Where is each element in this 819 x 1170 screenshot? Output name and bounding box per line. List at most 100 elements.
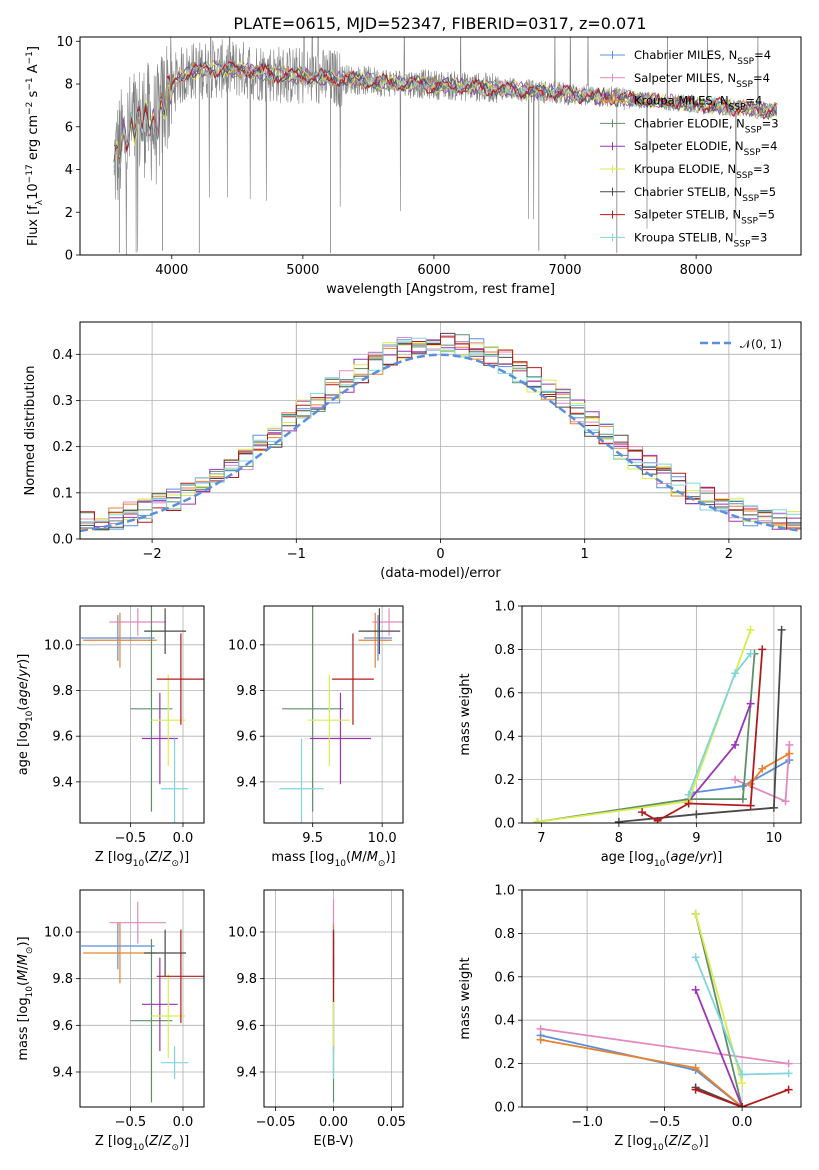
plot-area xyxy=(81,606,204,823)
x-tick-label: 8 xyxy=(615,831,623,846)
errorbar-1 xyxy=(81,615,155,661)
x-tick-label: 0.05 xyxy=(377,1115,406,1130)
y-tick-label: 9.8 xyxy=(52,684,73,699)
model-spectrum-7 xyxy=(113,60,777,163)
x-tick-label: 0 xyxy=(436,547,444,562)
weight-point xyxy=(781,797,790,806)
x-tick-label: −1 xyxy=(287,547,306,562)
y-tick-label: 8 xyxy=(65,78,73,93)
y-tick-label: 0.8 xyxy=(494,643,515,658)
y-tick-label: 0 xyxy=(65,249,73,264)
mass-weight-vs-age-panel: 7 8 9 10 0.0 0.2 0.4 0.6 0.8 1.0 age [log10(age/yr… xyxy=(458,600,802,869)
histogram-9 xyxy=(80,337,801,523)
weight-point xyxy=(731,669,740,678)
errorbar-4 xyxy=(130,606,173,812)
weight-point xyxy=(684,799,693,808)
model-spectrum-9 xyxy=(113,59,777,170)
weight-point xyxy=(638,808,647,817)
x-tick-label: 0.0 xyxy=(732,1115,753,1130)
x-tick-label: −2 xyxy=(143,547,162,562)
axes-frame xyxy=(521,889,802,1108)
y-tick-label: 0.2 xyxy=(494,1057,515,1072)
weight-point xyxy=(691,1085,700,1094)
y-tick-label: 9.4 xyxy=(236,775,257,790)
plot-area xyxy=(533,625,794,823)
y-tick-label: 0.3 xyxy=(52,394,73,409)
age-vs-mass-panel: 9.5 10.0 9.4 9.6 9.8 10.0 mass [log10(M/M⊙)] xyxy=(228,605,404,869)
x-axis-label: (data-model)/error xyxy=(380,566,501,581)
x-tick-label: 1 xyxy=(581,547,589,562)
weight-point xyxy=(777,625,786,634)
y-tick-label: 9.6 xyxy=(52,730,73,745)
weight-point xyxy=(784,1085,793,1094)
weight-point xyxy=(746,699,755,708)
legend-label: Kroupa ELODIE, NSSP=3 xyxy=(634,162,770,181)
y-tick-label: 9.6 xyxy=(236,1019,257,1034)
weight-point xyxy=(536,1035,545,1044)
weight-line-4 xyxy=(537,653,756,823)
spectrum-legend: Chabrier MILES, NSSP=4 Salpeter MILES, NS… xyxy=(600,48,779,249)
y-tick-label: 9.8 xyxy=(236,972,257,987)
figure-title: PLATE=0615, MJD=52347, FIBERID=0317, z=0… xyxy=(233,14,646,33)
x-tick-label: 0.0 xyxy=(173,1115,194,1130)
grid xyxy=(80,322,801,540)
y-tick-label: 4 xyxy=(65,163,73,178)
plot-area xyxy=(80,332,801,533)
y-tick-label: 9.8 xyxy=(52,972,73,987)
x-axis-label: Z [log10(Z/Z⊙)] xyxy=(95,850,189,869)
errorbar-8 xyxy=(332,633,374,725)
x-tick-label: 8000 xyxy=(680,263,713,278)
y-tick-label: 0.4 xyxy=(494,1014,515,1029)
y-tick-label: 10 xyxy=(56,35,73,50)
x-axis-label: E(B-V) xyxy=(313,1134,353,1149)
x-tick-label: −1.0 xyxy=(571,1115,603,1130)
weight-point xyxy=(746,625,755,634)
weight-point xyxy=(738,795,747,804)
errorbar-8 xyxy=(156,929,204,1023)
y-tick-label: 6 xyxy=(65,120,73,135)
y-tick-label: 0.0 xyxy=(494,817,515,832)
weight-line-2 xyxy=(540,1028,789,1065)
x-tick-label: 0.0 xyxy=(173,831,194,846)
y-tick-label: 10.0 xyxy=(228,926,257,941)
y-tick-label: 0.0 xyxy=(494,1101,515,1116)
weight-line-3 xyxy=(540,1038,743,1107)
plot-area xyxy=(279,606,403,823)
x-tick-label: −0.05 xyxy=(256,1115,296,1130)
errorbar-2 xyxy=(109,608,167,636)
y-tick-label: 0.1 xyxy=(52,486,73,501)
gaussian-curve xyxy=(80,353,801,533)
y-tick-label: 1.0 xyxy=(494,884,515,899)
weight-point xyxy=(692,810,701,819)
y-tick-label: 0.8 xyxy=(494,927,515,942)
axes-frame xyxy=(79,605,205,824)
weight-line-6 xyxy=(537,629,752,823)
weight-point xyxy=(731,775,740,784)
observed-spectrum xyxy=(113,37,778,255)
weight-point xyxy=(653,816,662,823)
errorbar-5 xyxy=(142,692,178,785)
model-spectrum-5 xyxy=(113,60,777,169)
legend-label: Salpeter MILES, NSSP=4 xyxy=(634,71,770,90)
plot-area xyxy=(113,37,778,255)
errorbar-8 xyxy=(156,633,204,725)
errorbar-3 xyxy=(358,612,392,668)
errorbar-5 xyxy=(142,957,178,1051)
y-tick-label: 10.0 xyxy=(44,638,73,653)
errorbar-9 xyxy=(160,1046,189,1079)
weight-line-8 xyxy=(641,649,764,822)
errorbar-4 xyxy=(282,606,344,812)
x-tick-label: 5000 xyxy=(286,263,319,278)
x-tick-label: 6000 xyxy=(417,263,450,278)
x-tick-label: 9.5 xyxy=(302,831,323,846)
y-tick-label: 0.6 xyxy=(494,686,515,701)
weight-point xyxy=(536,1024,545,1033)
weight-point xyxy=(684,790,693,799)
weight-point xyxy=(691,953,700,962)
weight-point xyxy=(785,740,794,749)
y-tick-label: 2 xyxy=(65,206,73,221)
legend-label: 𝒩(0, 1) xyxy=(740,337,782,351)
weight-point xyxy=(758,645,767,654)
weight-point xyxy=(746,649,755,658)
